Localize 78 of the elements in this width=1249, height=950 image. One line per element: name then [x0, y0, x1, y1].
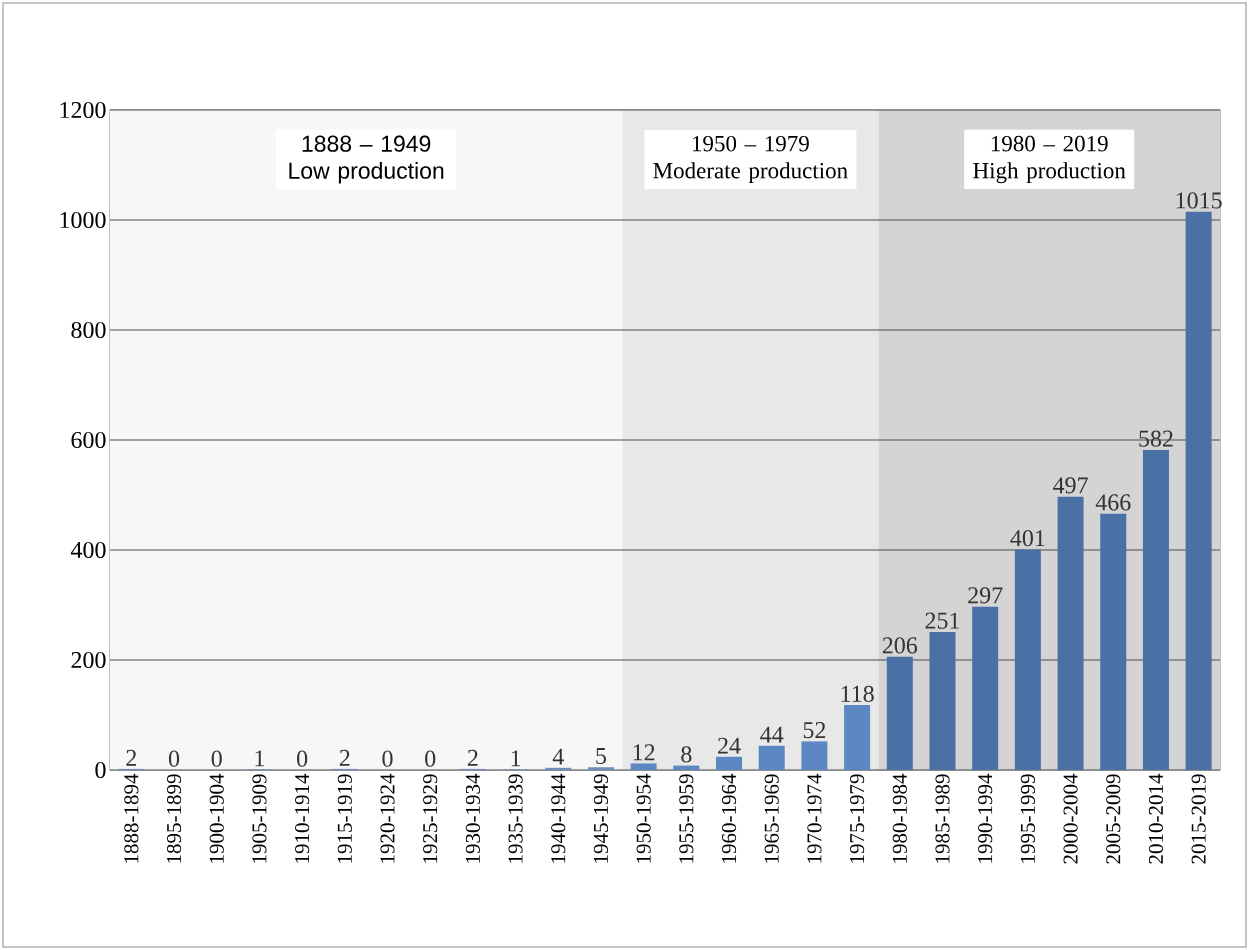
y-tick-label: 200	[71, 651, 106, 669]
x-tick-label: 2000-2004	[1063, 773, 1078, 864]
x-tick-label: 1990-1994	[978, 773, 993, 863]
data-label: 0	[425, 750, 436, 767]
data-label: 2	[467, 749, 478, 766]
bar	[1185, 211, 1212, 770]
x-tick-label: 1920-1924	[380, 773, 395, 863]
data-label: 251	[925, 612, 960, 629]
x-tick-label: 1930-1934	[465, 773, 480, 863]
x-tick-label: 1940-1944	[551, 773, 566, 863]
data-label: 4	[552, 748, 564, 765]
x-tick-label: 2010-2014	[1148, 773, 1164, 864]
y-tick-label: 600	[71, 431, 106, 449]
data-label: 24	[718, 737, 741, 754]
x-tick-label: 1905-1909	[252, 774, 267, 863]
x-tick-label: 2005-2009	[1106, 774, 1121, 864]
x-tick-label: 1895-1899	[166, 774, 182, 863]
band-label: 1950 – 1979 Moderate production	[653, 135, 848, 184]
x-tick-label: 1985-1989	[935, 774, 950, 863]
band-label: 1980 – 2019 High production	[973, 135, 1126, 184]
x-tick-label: 1900-1904	[209, 773, 224, 863]
data-label: 0	[297, 750, 308, 767]
bar	[630, 763, 657, 770]
bar	[1100, 513, 1127, 770]
x-tick-label: 1915-1919	[337, 774, 352, 863]
bar	[1014, 549, 1041, 770]
data-label: 206	[882, 637, 918, 654]
data-label: 44	[760, 726, 784, 743]
x-tick-label: 1925-1929	[423, 774, 438, 863]
data-label: 1	[511, 750, 521, 767]
x-tick-label: 1950-1954	[636, 773, 651, 863]
x-tick-label: 1955-1959	[679, 774, 694, 863]
data-label: 1	[255, 750, 264, 767]
x-tick-label: 1960-1964	[721, 773, 737, 863]
data-label: 582	[1139, 430, 1173, 447]
bar	[972, 606, 999, 770]
data-label: 466	[1095, 494, 1131, 511]
bar	[673, 765, 700, 770]
bar	[545, 767, 572, 770]
data-label: 0	[211, 750, 222, 767]
data-label: 2	[126, 749, 137, 766]
bar	[1142, 449, 1169, 770]
data-label: 118	[841, 685, 874, 702]
x-tick-label: 1965-1969	[764, 774, 779, 863]
x-tick-label: 1935-1939	[508, 774, 523, 863]
data-label: 0	[382, 750, 393, 767]
data-label: 2	[339, 749, 350, 766]
bar	[587, 767, 614, 770]
x-tick-label: 1970-1974	[807, 773, 822, 863]
x-tick-label: 1975-1979	[850, 774, 865, 863]
band-label: 1888 – 1949 Low production	[289, 135, 444, 184]
data-label: 297	[968, 587, 1003, 604]
x-tick-label: 2015-2019	[1191, 774, 1206, 864]
y-tick-label: 1000	[60, 211, 106, 229]
data-label: 401	[1010, 530, 1045, 547]
y-tick-label: 0	[95, 761, 106, 779]
data-label: 12	[633, 744, 655, 761]
bar	[929, 631, 956, 770]
bar	[844, 705, 871, 770]
y-tick-label: 400	[70, 541, 106, 559]
x-tick-label: 1910-1914	[295, 773, 310, 863]
bar	[1057, 496, 1084, 770]
data-label: 0	[168, 750, 180, 767]
data-label: 497	[1053, 477, 1088, 494]
x-tick-label: 1995-1999	[1020, 774, 1035, 863]
y-tick-label: 1200	[60, 101, 106, 119]
bar	[886, 656, 913, 770]
x-tick-label: 1980-1984	[892, 773, 907, 863]
bar	[758, 745, 785, 770]
bar	[716, 756, 743, 770]
bar	[801, 741, 828, 770]
data-label: 8	[681, 746, 692, 763]
data-label: 52	[803, 722, 826, 739]
data-label: 5	[596, 748, 607, 765]
data-label: 1015	[1176, 192, 1222, 209]
x-tick-label: 1888-1894	[124, 773, 139, 863]
x-tick-label: 1945-1949	[593, 774, 609, 863]
y-tick-label: 800	[71, 321, 106, 339]
